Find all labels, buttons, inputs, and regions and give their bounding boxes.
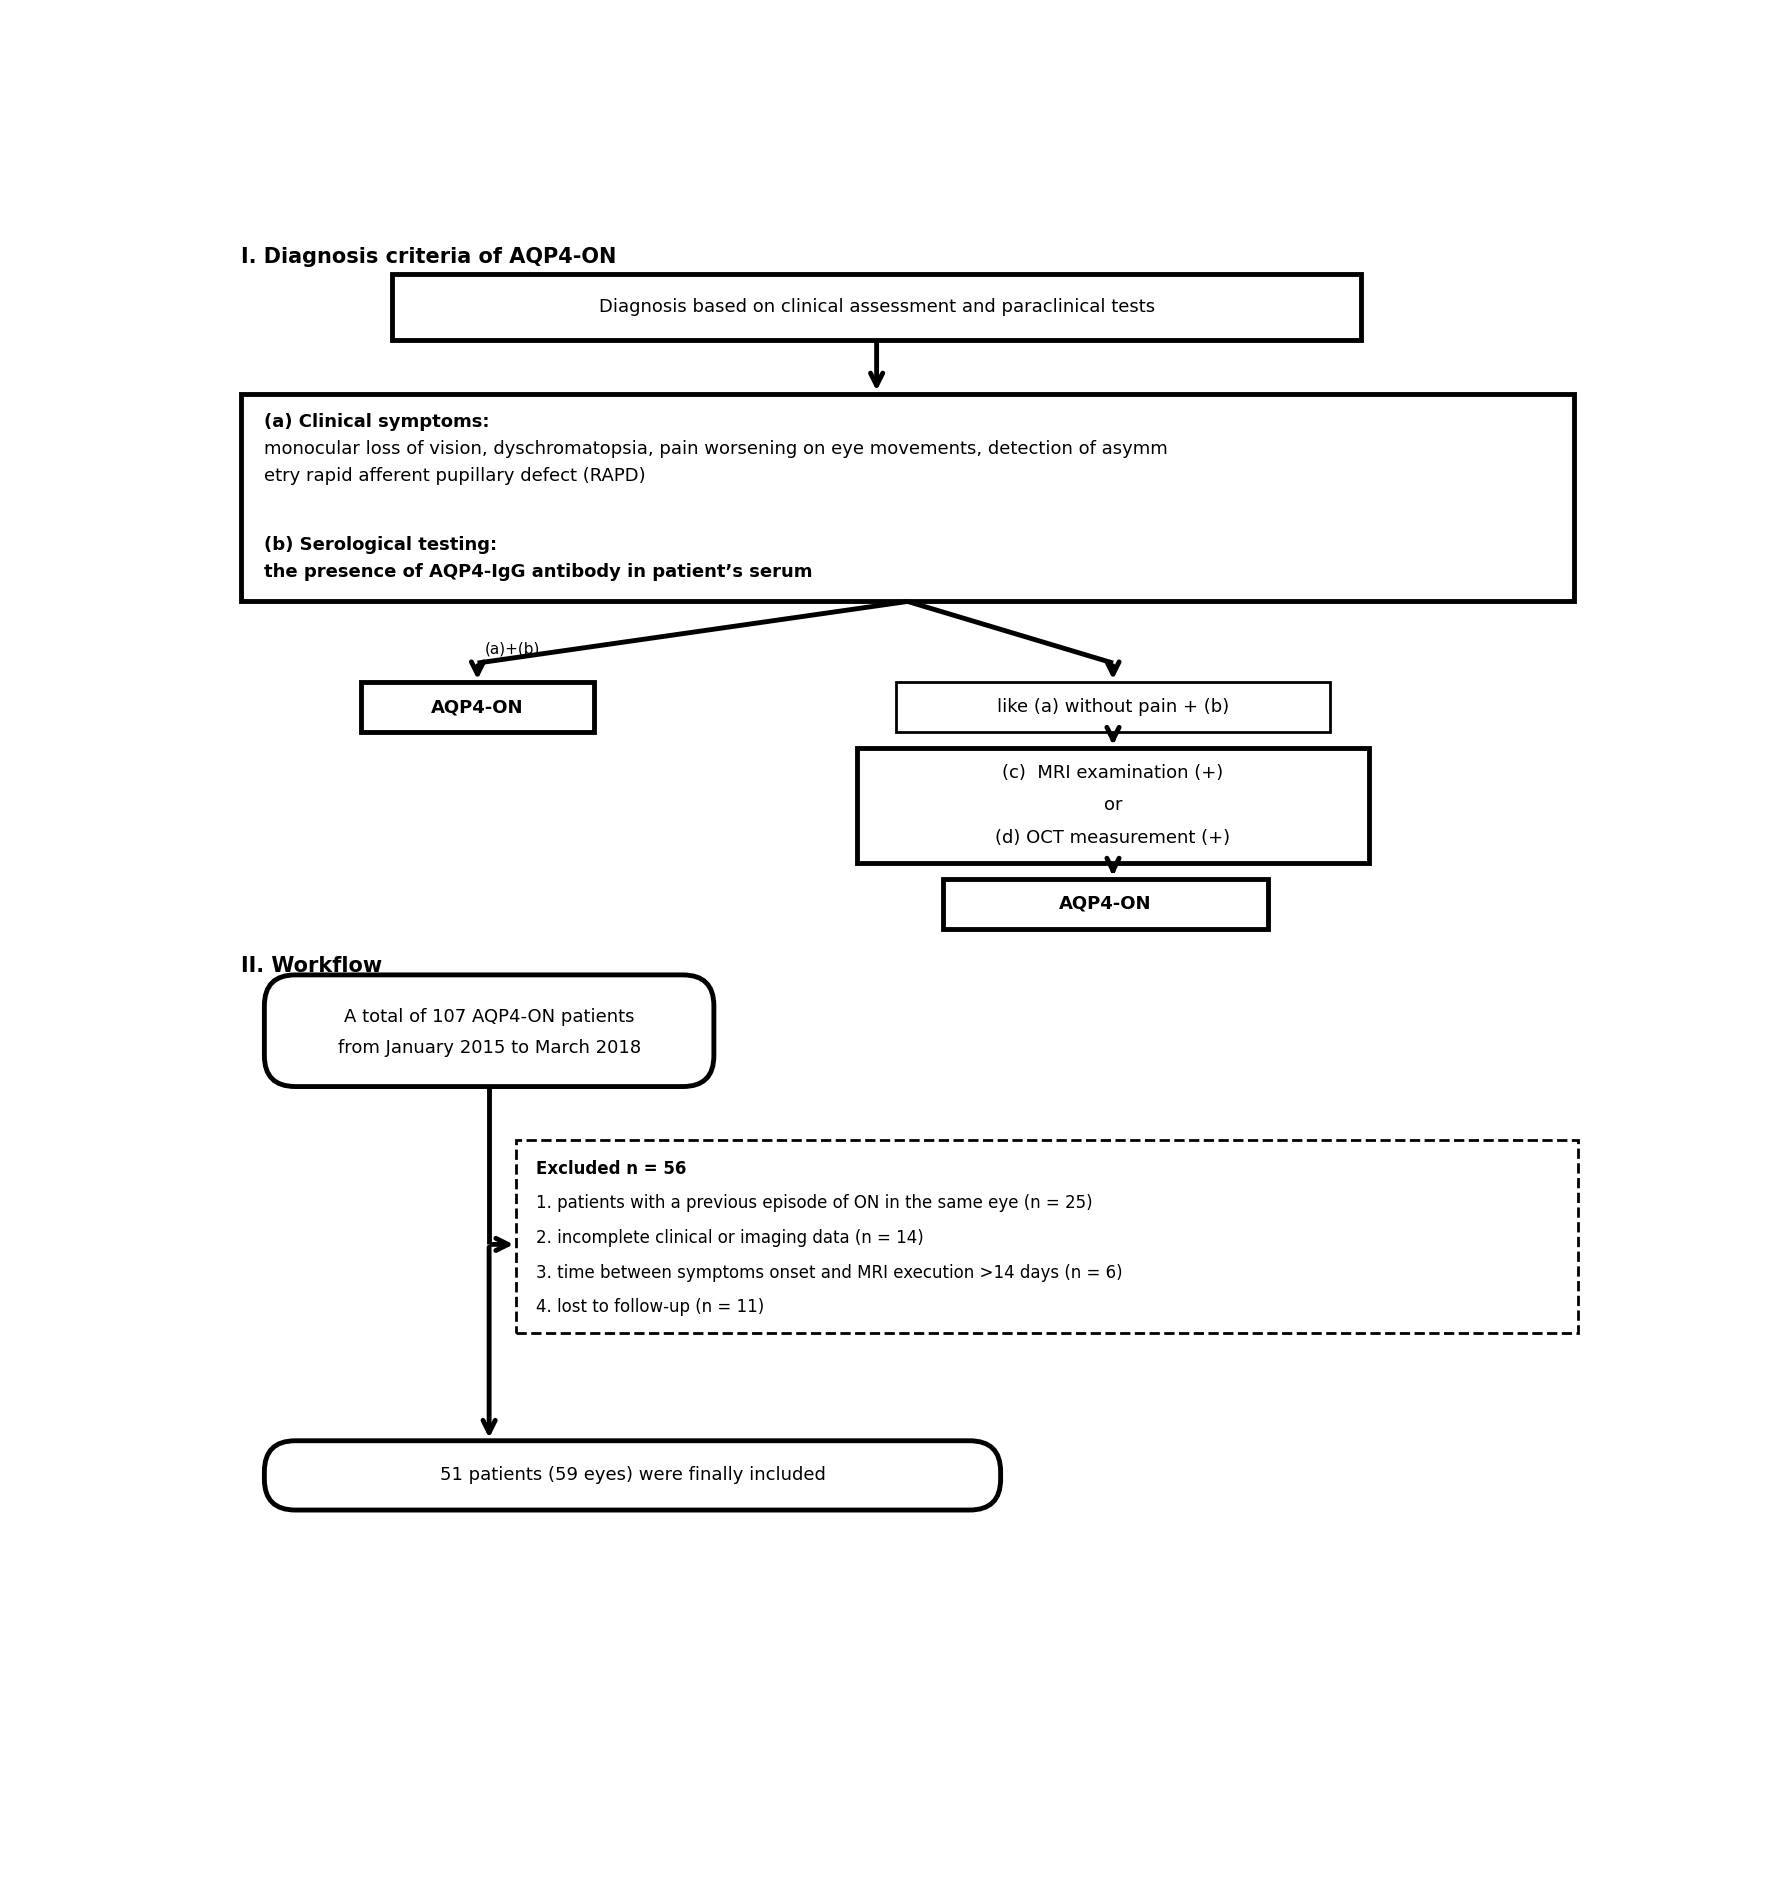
Text: 51 patients (59 eyes) were finally included: 51 patients (59 eyes) were finally inclu… [440,1467,824,1484]
Bar [941,878,1268,929]
Bar [362,682,594,732]
Text: 2. incomplete clinical or imaging data (n = 14): 2. incomplete clinical or imaging data (… [535,1229,924,1246]
Text: monocular loss of vision, dyschromatopsia, pain worsening on eye movements, dete: monocular loss of vision, dyschromatopsi… [264,439,1167,458]
Bar [895,682,1330,732]
Text: like (a) without pain + (b): like (a) without pain + (b) [996,699,1229,716]
Text: A total of 107 AQP4-ON patients: A total of 107 AQP4-ON patients [344,1007,635,1026]
Bar [392,274,1360,340]
Text: 4. lost to follow-up (n = 11): 4. lost to follow-up (n = 11) [535,1298,764,1317]
Bar [516,1140,1578,1334]
Text: (c)  MRI examination (+): (c) MRI examination (+) [1002,764,1223,783]
Text: from January 2015 to March 2018: from January 2015 to March 2018 [337,1039,640,1056]
Text: 3. time between symptoms onset and MRI execution >14 days (n = 6): 3. time between symptoms onset and MRI e… [535,1264,1122,1282]
Bar [241,393,1573,602]
Text: AQP4-ON: AQP4-ON [431,699,523,716]
Text: I. Diagnosis criteria of AQP4-ON: I. Diagnosis criteria of AQP4-ON [241,247,617,268]
Text: etry rapid afferent pupillary defect (RAPD): etry rapid afferent pupillary defect (RA… [264,467,645,484]
Text: (d) OCT measurement (+): (d) OCT measurement (+) [995,828,1230,847]
Text: (a) Clinical symptoms:: (a) Clinical symptoms: [264,412,489,431]
Text: (a)+(b): (a)+(b) [486,642,541,657]
Text: or: or [1103,796,1122,815]
Text: II. Workflow: II. Workflow [241,956,381,977]
FancyBboxPatch shape [264,1440,1000,1510]
Bar [856,749,1369,863]
FancyBboxPatch shape [264,975,713,1087]
Text: Diagnosis based on clinical assessment and paraclinical tests: Diagnosis based on clinical assessment a… [598,298,1154,315]
Text: 1. patients with a previous episode of ON in the same eye (n = 25): 1. patients with a previous episode of O… [535,1195,1092,1212]
Text: the presence of AQP4-IgG antibody in patient’s serum: the presence of AQP4-IgG antibody in pat… [264,562,812,581]
Text: (b) Serological testing:: (b) Serological testing: [264,536,496,555]
Text: Excluded n = 56: Excluded n = 56 [535,1159,686,1178]
Text: AQP4-ON: AQP4-ON [1058,895,1151,912]
